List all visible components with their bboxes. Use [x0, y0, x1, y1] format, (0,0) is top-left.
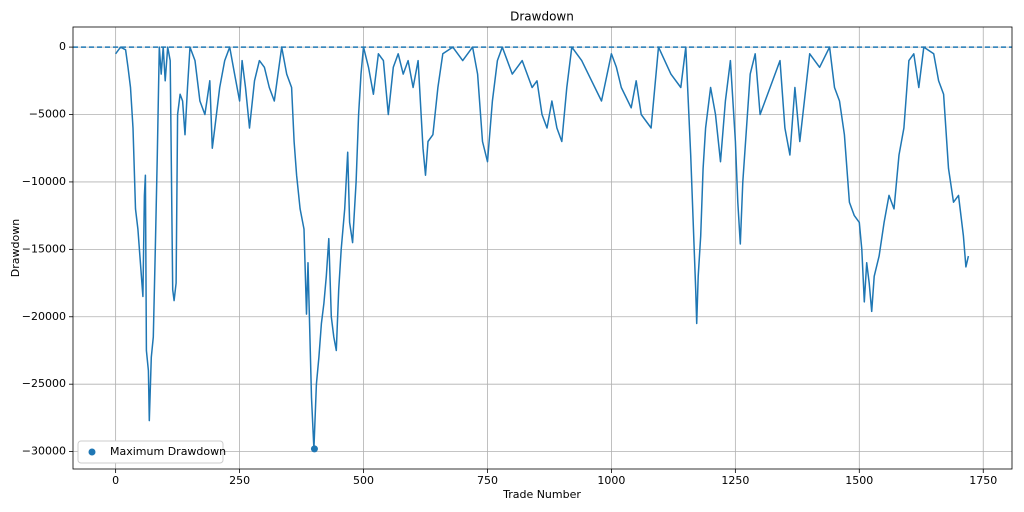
- y-tick-label: −30000: [22, 445, 66, 458]
- y-tick-label: −10000: [22, 175, 66, 188]
- chart-title: Drawdown: [510, 10, 574, 24]
- max-drawdown-point: [310, 445, 318, 453]
- x-tick-label: 1000: [597, 474, 625, 487]
- legend-label: Maximum Drawdown: [110, 445, 226, 458]
- y-tick-label: −5000: [29, 108, 66, 121]
- x-tick-label: 250: [229, 474, 250, 487]
- plot-frame: [72, 26, 1013, 470]
- y-tick-label: 0: [59, 40, 66, 53]
- x-axis-label: Trade Number: [502, 488, 581, 501]
- x-tick-label: 500: [353, 474, 374, 487]
- drawdown-line: [114, 46, 970, 450]
- x-tick-label: 0: [112, 474, 119, 487]
- legend-box: [77, 440, 224, 464]
- x-tick-label: 1250: [721, 474, 749, 487]
- x-tick-label: 750: [477, 474, 498, 487]
- y-tick-label: −25000: [22, 377, 66, 390]
- y-tick-label: −15000: [22, 242, 66, 255]
- y-axis-label: Drawdown: [9, 219, 22, 277]
- x-tick-label: 1500: [845, 474, 873, 487]
- legend-marker: [88, 448, 96, 456]
- y-tick-label: −20000: [22, 310, 66, 323]
- x-tick-label: 1750: [969, 474, 997, 487]
